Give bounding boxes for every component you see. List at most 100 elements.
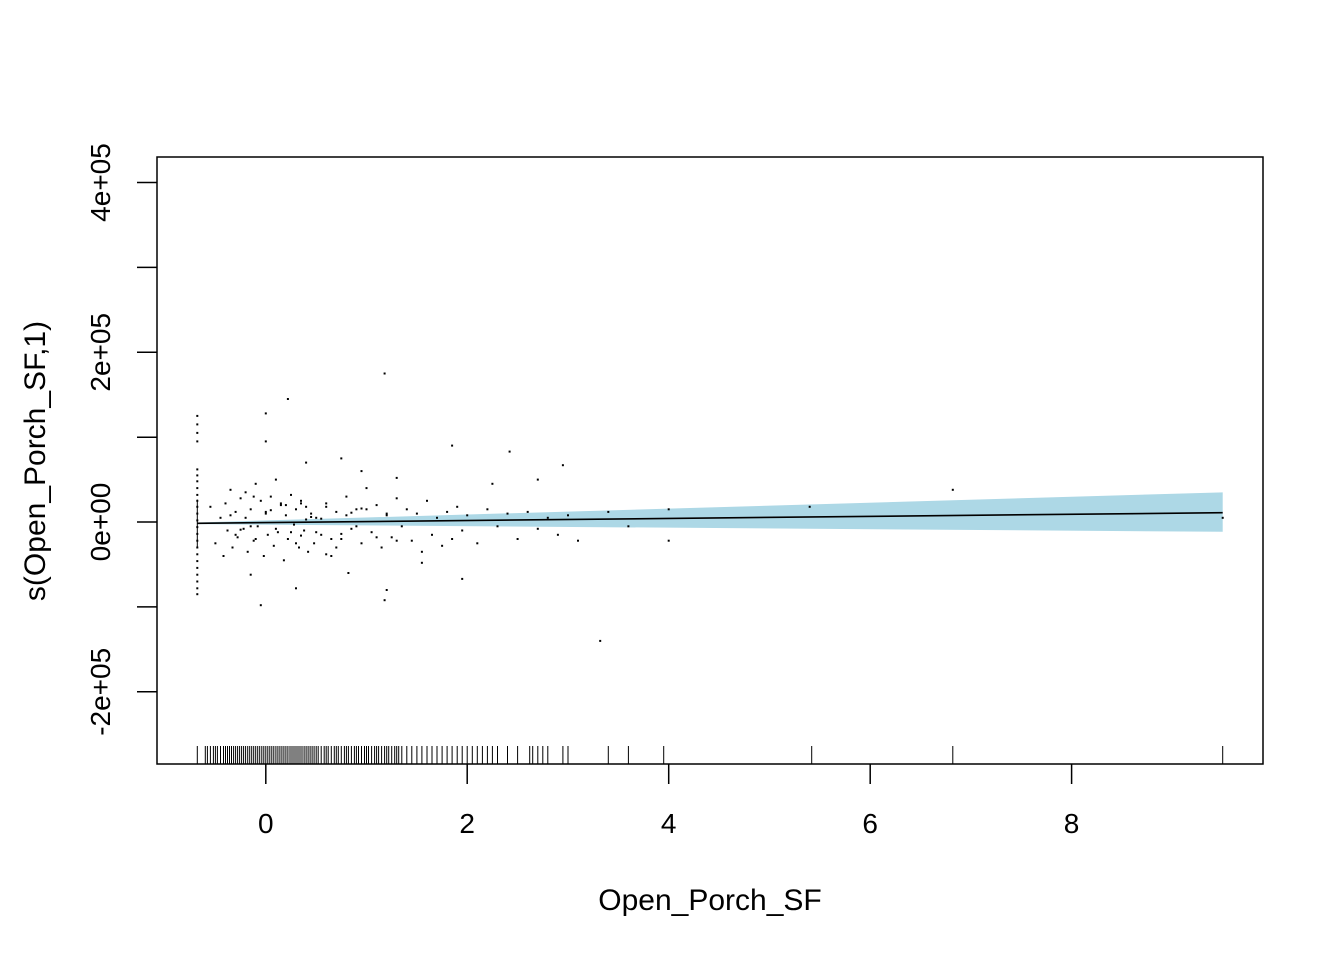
- residual-point: [365, 508, 368, 511]
- x-tick-label: 2: [459, 808, 475, 839]
- residual-point: [808, 505, 811, 508]
- residual-point: [196, 468, 199, 471]
- y-axis-label: s(Open_Porch_SF,1): [19, 321, 52, 601]
- residual-point: [290, 493, 292, 496]
- residual-point: [345, 495, 348, 498]
- residual-point: [252, 495, 255, 498]
- residual-point: [536, 527, 539, 530]
- residual-point: [229, 514, 232, 517]
- residual-point: [295, 587, 297, 590]
- residual-point: [506, 512, 509, 515]
- residual-point: [627, 525, 630, 528]
- residual-point: [256, 525, 259, 528]
- residual-point: [461, 529, 464, 532]
- residual-point: [196, 480, 199, 483]
- residual-point: [264, 412, 267, 415]
- residual-point: [295, 508, 297, 511]
- x-axis-label: Open_Porch_SF: [598, 884, 821, 917]
- residual-point: [405, 508, 408, 511]
- residual-point: [561, 464, 564, 467]
- residual-point: [196, 414, 199, 417]
- residual-point: [383, 599, 386, 602]
- residual-point: [305, 461, 308, 464]
- residual-point: [298, 546, 300, 549]
- residual-point: [293, 523, 295, 526]
- residual-point: [231, 546, 234, 549]
- residual-point: [508, 450, 511, 453]
- residual-point: [307, 550, 310, 553]
- residual-point: [234, 533, 237, 536]
- residual-point: [196, 560, 199, 563]
- residual-point: [496, 525, 499, 528]
- residual-point: [461, 577, 464, 580]
- residual-point: [259, 604, 262, 607]
- residual-point: [249, 573, 252, 576]
- residual-point: [330, 555, 333, 557]
- residual-point: [325, 505, 328, 508]
- residual-point: [536, 478, 539, 481]
- residual-point: [456, 505, 459, 508]
- residual-point: [266, 533, 269, 536]
- residual-point: [274, 527, 277, 530]
- residual-point: [395, 497, 398, 500]
- residual-point: [196, 423, 199, 426]
- residual-point: [264, 510, 267, 513]
- y-tick-label: -2e+05: [85, 648, 116, 736]
- residual-point: [476, 542, 479, 545]
- residual-point: [365, 487, 368, 490]
- residual-point: [269, 495, 272, 498]
- plot-frame: [156, 156, 1264, 765]
- residual-point: [350, 527, 353, 530]
- residual-point: [286, 398, 289, 400]
- confidence-band: [197, 492, 1223, 532]
- x-tick-label: 6: [862, 808, 878, 839]
- residual-point: [305, 505, 308, 508]
- y-tick-label: 2e+05: [85, 313, 116, 392]
- residual-point: [196, 587, 199, 590]
- residual-point: [345, 514, 348, 517]
- residual-point: [395, 539, 398, 542]
- residual-point: [577, 539, 579, 542]
- residual-point: [290, 531, 292, 534]
- residual-point: [244, 491, 247, 494]
- residual-point: [242, 527, 245, 530]
- residual-point: [219, 516, 222, 519]
- residual-point: [335, 546, 338, 549]
- residual-point: [355, 525, 358, 528]
- residual-point: [196, 566, 199, 569]
- residual-point: [375, 504, 378, 507]
- residual-point: [282, 559, 285, 562]
- residual-point: [390, 536, 393, 539]
- residual-point: [420, 561, 423, 564]
- residual-point: [446, 510, 449, 513]
- residual-point: [244, 516, 247, 519]
- residual-point: [279, 502, 282, 505]
- residual-point: [272, 544, 275, 547]
- residual-point: [420, 550, 423, 553]
- residual-point: [276, 531, 279, 534]
- residual-point: [385, 514, 388, 517]
- residual-point: [303, 529, 306, 532]
- residual-point: [340, 532, 343, 535]
- residual-point: [295, 542, 297, 545]
- confidence-band-area: [197, 492, 1223, 532]
- x-tick-label: 0: [258, 808, 274, 839]
- residual-point: [264, 512, 267, 515]
- residual-point: [196, 593, 199, 596]
- residual-point: [385, 512, 388, 515]
- residual-point: [300, 534, 302, 537]
- residual-point: [246, 550, 249, 553]
- residual-point: [395, 476, 398, 479]
- residual-point: [370, 531, 373, 534]
- residual-point: [400, 525, 403, 528]
- y-axis: -2e+05 0e+00 2e+05 4e+05: [85, 143, 157, 736]
- residual-point: [262, 555, 265, 557]
- residual-point: [383, 372, 386, 375]
- residual-point: [556, 533, 559, 536]
- residual-point: [239, 528, 242, 531]
- residual-point: [310, 512, 313, 515]
- residual-point: [254, 482, 257, 485]
- residual-point: [196, 546, 199, 549]
- residual-point: [196, 493, 199, 496]
